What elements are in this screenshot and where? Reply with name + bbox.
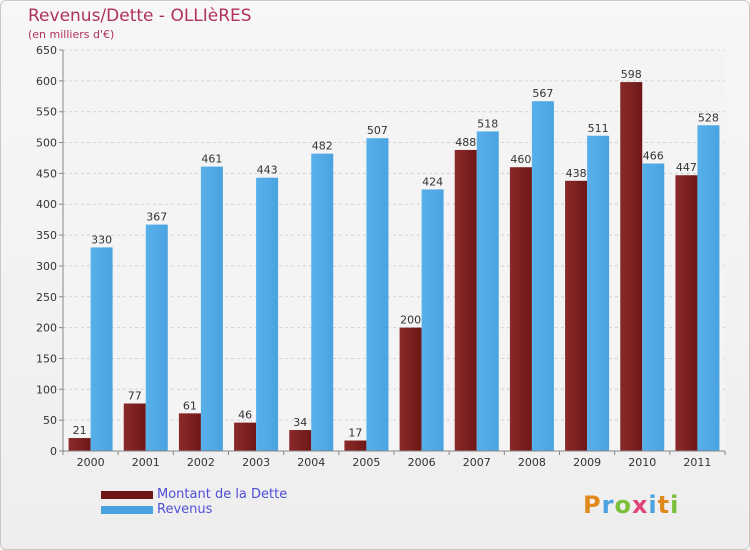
- bar-revenue-2007: [476, 131, 499, 452]
- data-label-revenue-2007: 518: [477, 117, 498, 130]
- x-tick-label: 2004: [297, 456, 325, 469]
- logo-letter: i: [670, 491, 680, 519]
- data-label-debt-2000: 21: [73, 424, 87, 437]
- x-axis: 2000 2001 2002 2003 2004 2005 2006 2007 2008 2009…: [62, 450, 726, 469]
- x-tick-label: 2005: [352, 456, 380, 469]
- bar-revenue-2011: [697, 125, 720, 451]
- bar-revenue-2001: [145, 224, 168, 451]
- grid-lines: [63, 49, 725, 452]
- y-tick-label: 0: [50, 445, 57, 458]
- data-label-revenue-2010: 466: [643, 150, 664, 163]
- data-label-revenue-2003: 443: [257, 164, 278, 177]
- bar-debt-2007: [454, 149, 477, 452]
- chart-title: Revenus/Dette - OLLIèRES: [28, 6, 252, 26]
- bar-revenue-2006: [421, 189, 444, 451]
- y-tick-label: 300: [36, 260, 57, 273]
- bar-debt-2004: [289, 430, 312, 451]
- data-label-debt-2002: 61: [183, 399, 197, 412]
- x-tick-label: 2002: [187, 456, 215, 469]
- legend-swatch-debt: [101, 491, 153, 499]
- bar-debt-2001: [123, 403, 146, 451]
- data-label-debt-2009: 438: [566, 167, 587, 180]
- y-tick-label: 350: [36, 229, 57, 242]
- x-tick-label: 2008: [518, 456, 546, 469]
- x-tick-label: 2007: [463, 456, 491, 469]
- data-label-debt-2004: 34: [293, 416, 307, 429]
- y-tick-label: 550: [36, 106, 57, 119]
- data-label-revenue-2000: 330: [91, 233, 112, 246]
- x-tick-label: 2006: [408, 456, 436, 469]
- logo-letter: x: [631, 491, 649, 519]
- data-label-debt-2008: 460: [510, 153, 531, 166]
- bar-debt-2008: [509, 167, 532, 451]
- y-axis: 0 50 100 150 200 250 300 350 400 450 500 550 600 650: [36, 44, 64, 458]
- bars: 2133077367614614644334482175072004244885…: [68, 68, 720, 452]
- chart-subtitle: (en milliers d'€): [28, 28, 115, 41]
- bar-debt-2009: [565, 180, 588, 451]
- y-tick-label: 600: [36, 75, 57, 88]
- data-label-debt-2007: 488: [455, 136, 476, 149]
- x-tick-label: 2011: [683, 456, 711, 469]
- y-tick-label: 450: [36, 167, 57, 180]
- data-label-revenue-2011: 528: [698, 111, 719, 124]
- proxiti-logo: Proxiti: [583, 491, 679, 519]
- bar-debt-2006: [399, 327, 422, 451]
- bar-revenue-2005: [366, 138, 389, 451]
- data-label-revenue-2006: 424: [422, 175, 443, 188]
- y-tick-label: 400: [36, 198, 57, 211]
- legend-label-debt: Montant de la Dette: [157, 487, 288, 502]
- data-label-revenue-2001: 367: [146, 211, 167, 224]
- data-label-revenue-2002: 461: [201, 153, 222, 166]
- data-label-debt-2001: 77: [128, 389, 142, 402]
- y-tick-label: 150: [36, 352, 57, 365]
- plot-area: [63, 50, 725, 451]
- bar-debt-2011: [675, 175, 698, 451]
- data-label-debt-2010: 598: [621, 68, 642, 81]
- y-tick-label: 650: [36, 44, 57, 57]
- y-tick-label: 500: [36, 137, 57, 150]
- bar-revenue-2000: [90, 247, 113, 451]
- x-tick-label: 2001: [132, 456, 160, 469]
- bar-debt-2000: [68, 438, 91, 451]
- data-label-revenue-2009: 511: [588, 122, 609, 135]
- data-label-debt-2003: 46: [238, 409, 252, 422]
- data-label-revenue-2008: 567: [532, 87, 553, 100]
- x-tick-label: 2000: [77, 456, 105, 469]
- y-tick-label: 200: [36, 322, 57, 335]
- bar-revenue-2008: [531, 101, 554, 451]
- bar-debt-2002: [178, 413, 201, 451]
- bar-revenue-2009: [587, 135, 610, 451]
- y-tick-label: 100: [36, 383, 57, 396]
- bar-debt-2003: [234, 422, 257, 451]
- logo-letter: t: [657, 491, 671, 519]
- legend-label-revenue: Revenus: [157, 502, 213, 517]
- logo-letter: P: [583, 491, 602, 519]
- data-label-debt-2006: 200: [400, 314, 421, 327]
- data-label-revenue-2004: 482: [312, 140, 333, 153]
- bar-revenue-2002: [200, 166, 223, 452]
- x-tick-label: 2003: [242, 456, 270, 469]
- y-tick-label: 250: [36, 291, 57, 304]
- bar-revenue-2004: [311, 153, 334, 452]
- data-label-debt-2011: 447: [676, 161, 697, 174]
- data-label-revenue-2005: 507: [367, 124, 388, 137]
- data-label-debt-2005: 17: [348, 427, 362, 440]
- logo-letter: r: [601, 491, 615, 519]
- bar-debt-2005: [344, 440, 367, 451]
- bar-debt-2010: [620, 82, 643, 451]
- y-tick-label: 50: [43, 414, 57, 427]
- logo-letter: i: [648, 491, 658, 519]
- bar-revenue-2010: [642, 163, 665, 451]
- bar-revenue-2003: [256, 177, 279, 452]
- x-tick-label: 2009: [573, 456, 601, 469]
- legend-swatch-revenue: [101, 506, 153, 514]
- logo-letter: o: [614, 491, 632, 519]
- x-tick-label: 2010: [628, 456, 656, 469]
